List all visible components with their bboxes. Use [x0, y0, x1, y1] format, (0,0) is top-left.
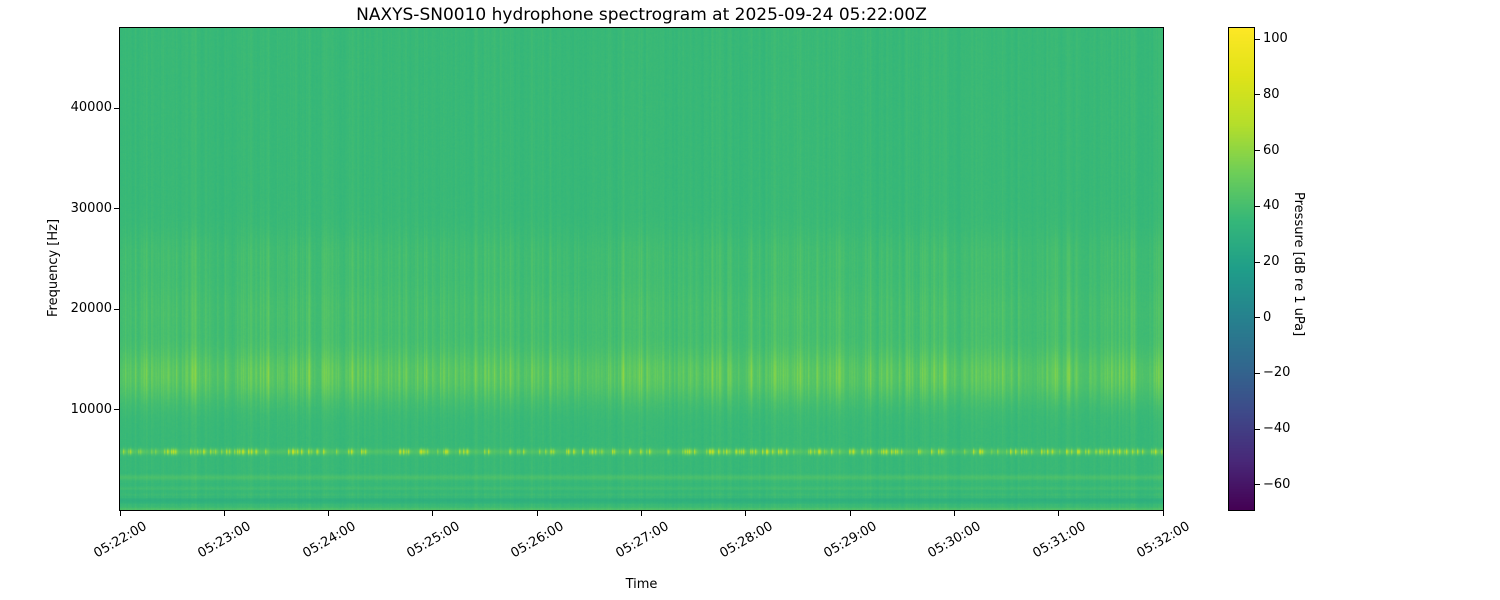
x-tick-mark	[119, 511, 121, 516]
x-tick-mark	[223, 511, 225, 516]
spectrogram-canvas	[120, 28, 1163, 510]
x-tick-mark	[641, 511, 642, 516]
x-tick-mark	[328, 511, 330, 516]
colorbar-tick-label: 20	[1263, 254, 1280, 270]
colorbar-tick-label: 40	[1263, 198, 1280, 214]
y-tick-mark	[114, 409, 119, 411]
y-tick-mark	[114, 208, 119, 210]
colorbar-tick-mark	[1255, 205, 1260, 207]
x-tick-mark	[536, 511, 538, 516]
colorbar-tick-mark	[1255, 38, 1260, 40]
colorbar-tick-label: 80	[1263, 86, 1280, 102]
x-tick-mark	[1162, 511, 1164, 516]
x-tick-mark	[953, 511, 955, 516]
x-tick-mark	[745, 511, 747, 516]
x-tick-mark	[849, 511, 851, 516]
plot-area	[119, 27, 1164, 511]
colorbar-tick-mark	[1255, 261, 1260, 263]
y-tick-mark	[114, 308, 119, 310]
x-tick-mark	[1058, 511, 1060, 516]
chart-title: NAXYS-SN0010 hydrophone spectrogram at 2…	[356, 5, 927, 25]
colorbar-tick-label: −60	[1263, 476, 1291, 492]
y-tick-label: 30000	[70, 200, 112, 216]
x-tick-mark	[432, 511, 434, 516]
colorbar-label: Pressure [dB re 1 uPa]	[1291, 192, 1306, 337]
y-tick-label: 10000	[70, 401, 112, 417]
colorbar-tick-mark	[1255, 372, 1260, 374]
colorbar-tick-label: 60	[1263, 142, 1280, 158]
y-tick-label: 20000	[70, 301, 112, 317]
colorbar-tick-mark	[1255, 317, 1260, 319]
colorbar-tick-mark	[1255, 484, 1260, 486]
y-tick-label: 40000	[70, 100, 112, 116]
colorbar-tick-label: −20	[1263, 365, 1291, 381]
colorbar-tick-label: 100	[1263, 31, 1288, 47]
colorbar-tick-mark	[1255, 428, 1260, 430]
colorbar	[1228, 27, 1255, 511]
colorbar-tick-label: −40	[1263, 421, 1291, 437]
x-axis-label: Time	[625, 577, 658, 592]
colorbar-tick-label: 0	[1263, 309, 1272, 325]
y-tick-mark	[114, 107, 119, 109]
colorbar-tick-mark	[1255, 94, 1260, 96]
colorbar-tick-mark	[1255, 150, 1260, 152]
colorbar-gradient	[1229, 28, 1254, 510]
